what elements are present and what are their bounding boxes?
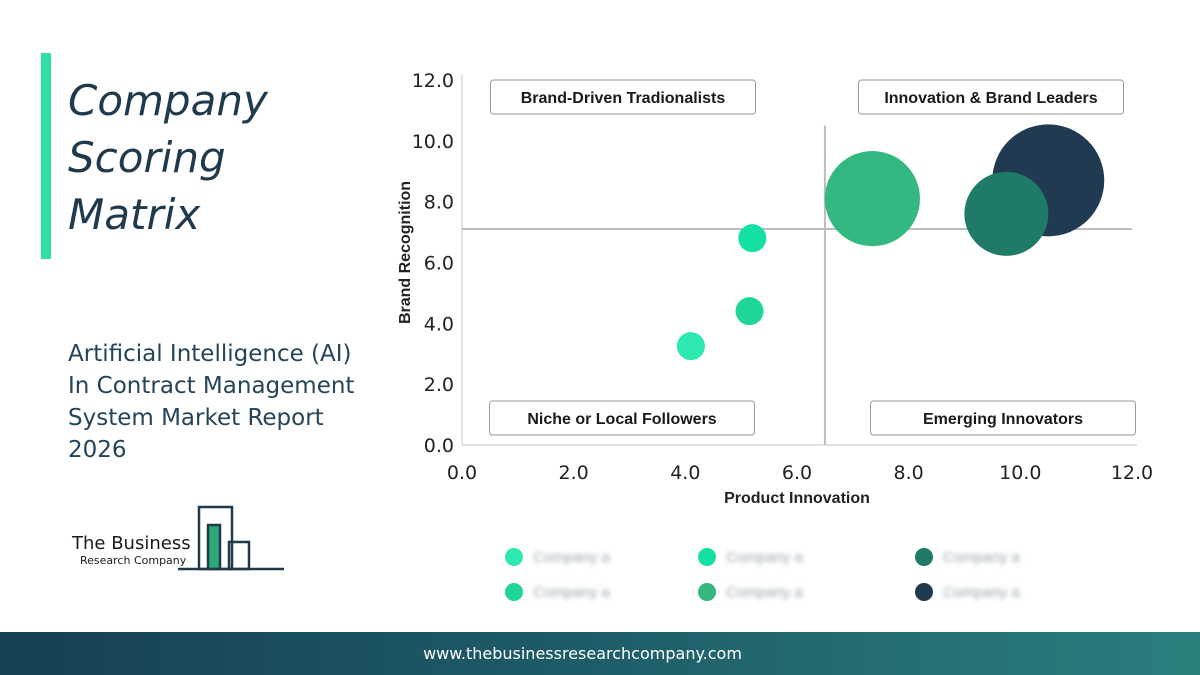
quadrant-bottom-right-box <box>870 400 1136 436</box>
x-tick-label: 4.0 <box>670 462 700 484</box>
title-line-2: Scoring <box>68 133 226 182</box>
y-tick-label: 10.0 <box>412 131 454 153</box>
x-tick-label: 8.0 <box>894 462 924 484</box>
report-subtitle: Artificial Intelligence (AI) In Contract… <box>68 341 355 463</box>
accent-bar <box>41 53 51 259</box>
footer-bar: www.thebusinessresearchcompany.com <box>0 632 1200 675</box>
legend-item: Company a <box>698 580 803 604</box>
legend-item: Company a <box>505 580 610 604</box>
quadrant-top-left-box <box>490 79 756 115</box>
x-tick-label: 12.0 <box>1111 462 1153 484</box>
quadrant-top-right-box <box>858 79 1124 115</box>
scoring-matrix-chart: 0.0 2.0 4.0 6.0 8.0 10.0 12.0 0.0 2.0 4.0 6.0 8.0 10… <box>397 70 1153 507</box>
legend-swatch <box>915 583 933 601</box>
y-tick-label: 6.0 <box>424 253 454 275</box>
legend-swatch <box>505 583 523 601</box>
y-tick-label: 8.0 <box>424 192 454 214</box>
bubble-point <box>824 151 920 247</box>
legend-swatch <box>915 548 933 566</box>
y-tick-label: 12.0 <box>412 70 454 92</box>
legend-label: Company a <box>943 583 1020 601</box>
y-axis-label: Brand Recognition <box>397 181 414 324</box>
legend-item: Company a <box>915 545 1020 569</box>
quadrant-bottom-right-label: Emerging Innovators <box>923 411 1083 428</box>
y-tick-label: 4.0 <box>424 313 454 335</box>
x-tick-label: 0.0 <box>447 462 477 484</box>
legend-swatch <box>505 548 523 566</box>
title-line-3: Matrix <box>68 190 201 239</box>
quadrant-top-right-label: Innovation & Brand Leaders <box>884 90 1097 107</box>
bubble-point <box>735 297 764 326</box>
legend-swatch <box>698 583 716 601</box>
legend-item: Company a <box>915 580 1020 604</box>
legend-swatch <box>698 548 716 566</box>
y-tick-label: 2.0 <box>424 374 454 396</box>
x-tick-label: 2.0 <box>559 462 589 484</box>
title-line-1: Company <box>68 76 268 125</box>
x-axis-label: Product Innovation <box>724 490 870 507</box>
legend-label: Company a <box>943 548 1020 566</box>
page-title: Company Scoring Matrix <box>68 72 368 243</box>
company-logo: The Business Research Company <box>68 505 298 575</box>
bubble-point <box>964 171 1049 256</box>
x-tick-label: 6.0 <box>782 462 812 484</box>
y-tick-label: 0.0 <box>424 435 454 457</box>
footer-url[interactable]: www.thebusinessresearchcompany.com <box>423 644 742 663</box>
legend-label: Company a <box>533 548 610 566</box>
quadrant-bottom-left-label: Niche or Local Followers <box>527 411 716 428</box>
legend-item: Company a <box>698 545 803 569</box>
quadrant-bottom-left-box <box>489 400 755 436</box>
logo-text-line-2: Research Company <box>80 554 187 567</box>
x-tick-label: 10.0 <box>999 462 1041 484</box>
legend-label: Company a <box>726 548 803 566</box>
bubble-point <box>676 332 705 361</box>
legend-label: Company a <box>533 583 610 601</box>
legend-item: Company a <box>505 545 610 569</box>
quadrant-top-left-label: Brand-Driven Tradionalists <box>521 90 726 107</box>
legend-label: Company a <box>726 583 803 601</box>
bubble-point <box>738 224 767 253</box>
chart-legend: Company a Company a Company a Company a Comp… <box>505 540 1065 610</box>
logo-text-line-1: The Business <box>72 533 191 554</box>
logo-bars-icon <box>178 505 284 571</box>
